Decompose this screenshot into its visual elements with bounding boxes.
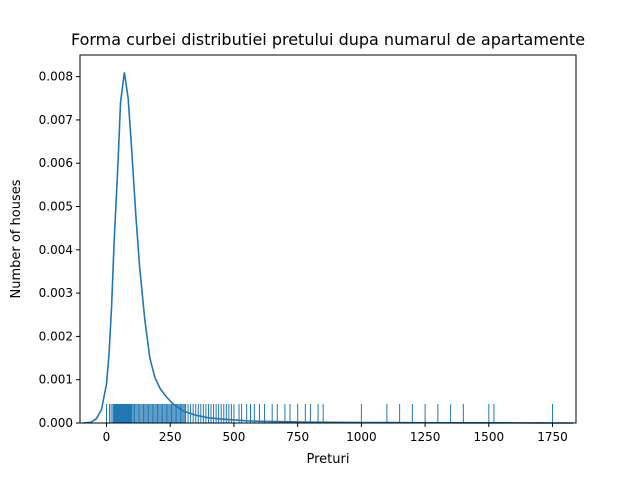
plot-background <box>80 55 576 423</box>
y-tick-label: 0.002 <box>39 329 73 343</box>
x-axis: 0 250 500 750 1000 1250 1500 1750 <box>103 423 568 444</box>
y-tick-label: 0.008 <box>39 70 73 84</box>
x-tick-label: 0 <box>103 430 111 444</box>
x-tick-label: 1750 <box>537 430 568 444</box>
x-tick-label: 500 <box>222 430 245 444</box>
rug-marks <box>106 404 554 423</box>
x-axis-label: Preturi <box>307 452 350 467</box>
y-axis-label: Number of houses <box>9 179 24 298</box>
x-tick-label: 1250 <box>410 430 441 444</box>
y-axis: 0.000 0.001 0.002 0.003 0.004 0.005 0.006 0.007… <box>39 70 80 430</box>
x-tick-label: 750 <box>286 430 309 444</box>
y-tick-label: 0.005 <box>39 200 73 214</box>
plot-frame <box>79 54 577 424</box>
y-tick-label: 0.001 <box>39 373 73 387</box>
x-tick-label: 250 <box>159 430 182 444</box>
x-tick-label: 1500 <box>474 430 505 444</box>
y-tick-label: 0.006 <box>39 156 73 170</box>
y-tick-label: 0.007 <box>39 113 73 127</box>
y-tick-label: 0.003 <box>39 286 73 300</box>
chart-title: Forma curbei distributiei pretului dupa … <box>71 30 585 49</box>
y-tick-label: 0.004 <box>39 243 73 257</box>
y-tick-label: 0.000 <box>39 416 73 430</box>
x-tick-label: 1000 <box>346 430 377 444</box>
